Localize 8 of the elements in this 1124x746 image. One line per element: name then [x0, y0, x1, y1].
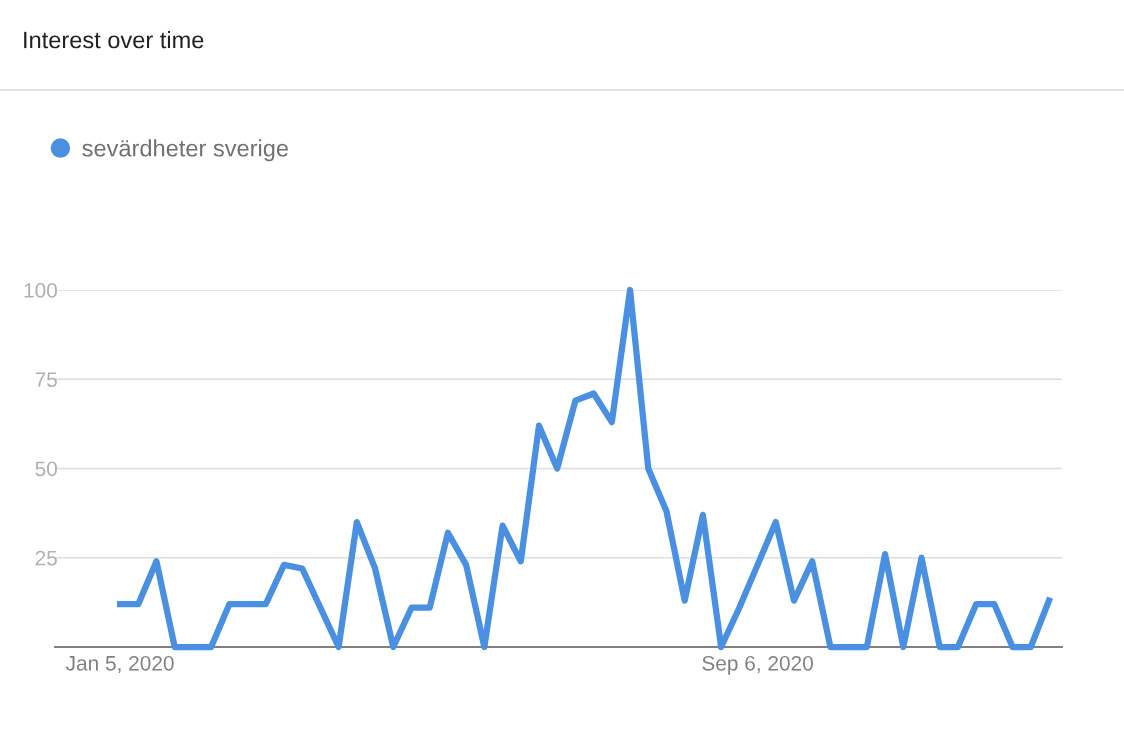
- chart-title: Interest over time: [24, 31, 204, 49]
- y-tick-label: 50: [35, 461, 57, 477]
- x-tick-label: Sep 6, 2020: [702, 655, 813, 675]
- y-tick-label: 100: [24, 283, 57, 298]
- y-tick-label: 25: [35, 550, 57, 566]
- x-tick-label: Jan 5, 2020: [65, 655, 174, 674]
- legend-label: sevärdheter sverige: [82, 139, 288, 162]
- y-tick-label: 75: [35, 372, 57, 387]
